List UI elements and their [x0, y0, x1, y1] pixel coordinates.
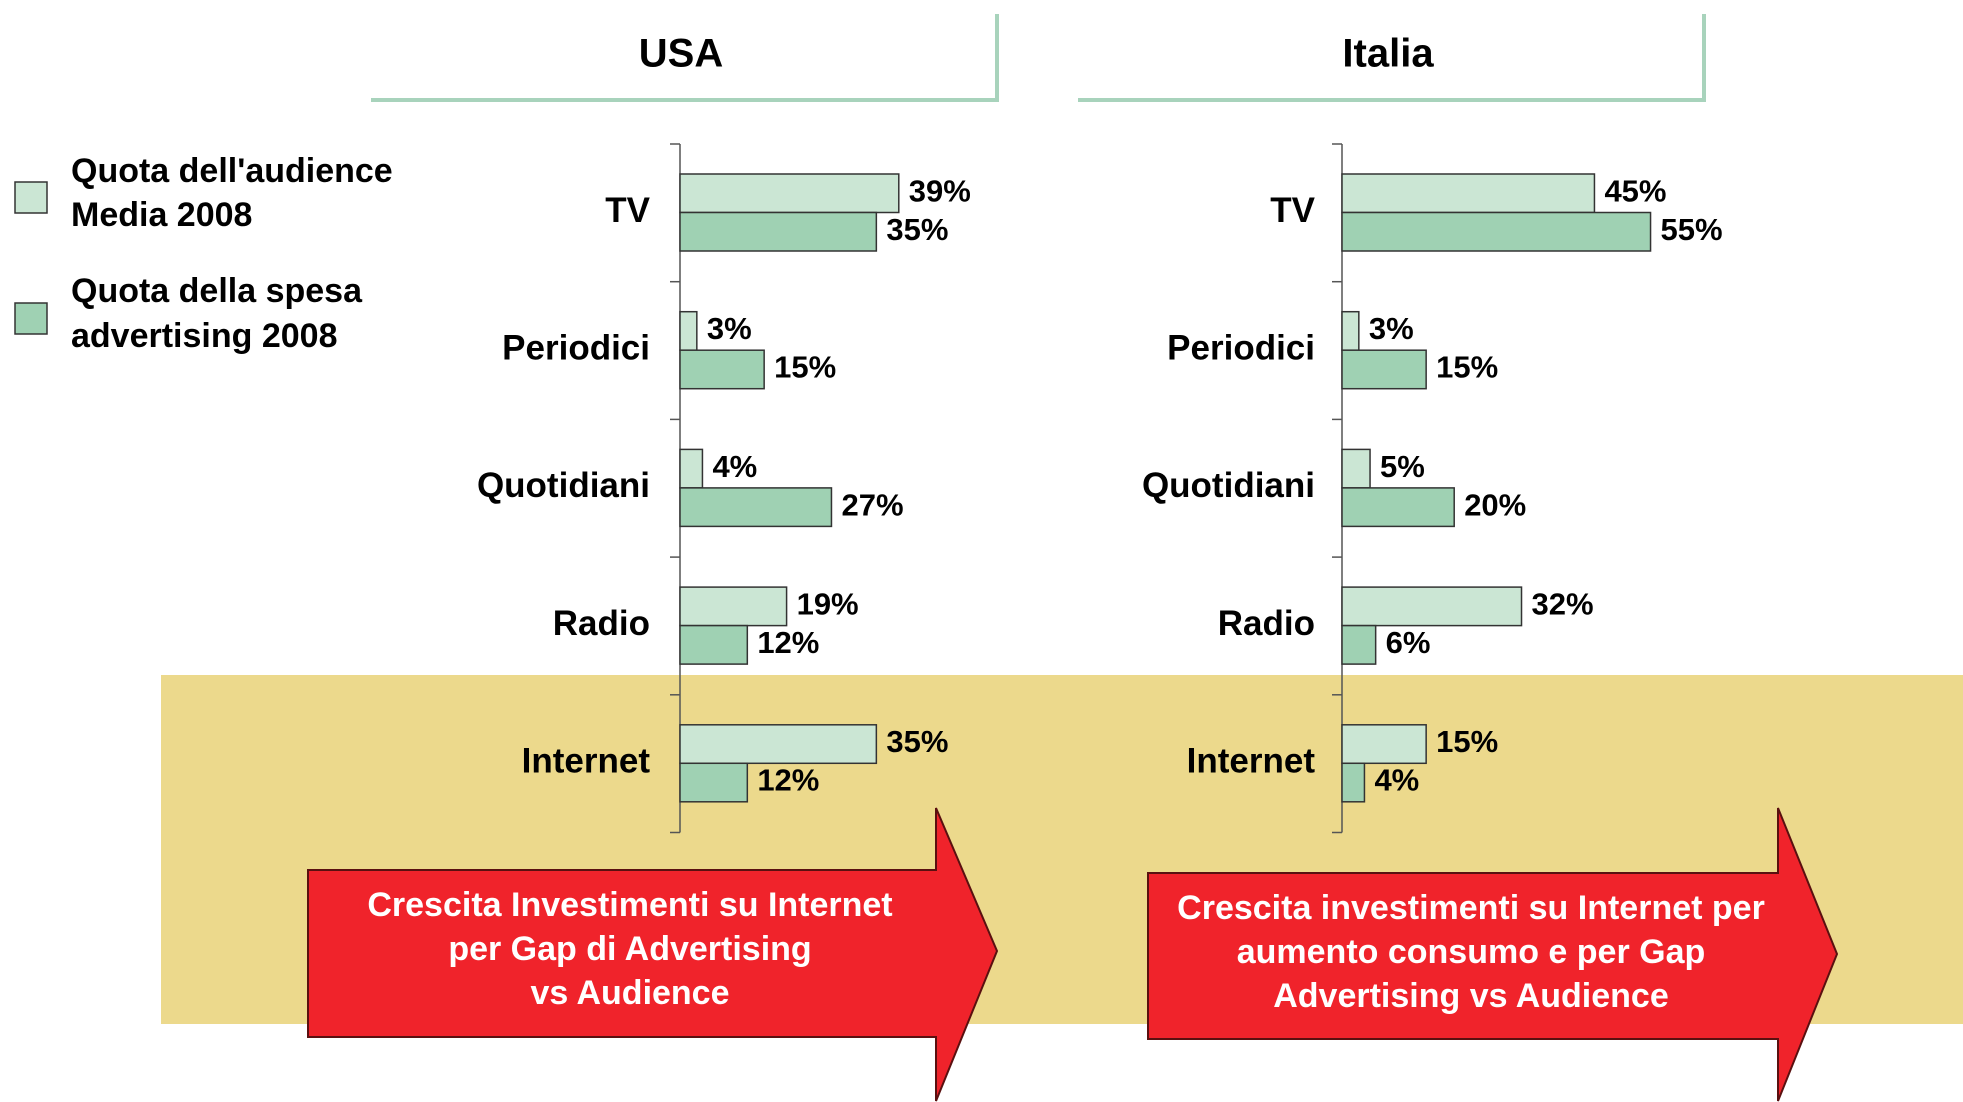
bar: [679, 586, 788, 627]
value-label: 35%: [886, 724, 948, 759]
bar: [679, 762, 749, 803]
category-label: Quotidiani: [1142, 466, 1315, 505]
category-label: Internet: [522, 742, 651, 781]
annotation-text: Advertising vs Audience: [1273, 977, 1669, 1015]
bar: [1341, 211, 1652, 252]
value-label: 15%: [774, 350, 836, 385]
bar: [1341, 724, 1427, 765]
bar: [679, 487, 833, 528]
value-label: 5%: [1380, 449, 1425, 484]
value-label: 15%: [1436, 350, 1498, 385]
category-label: Internet: [1187, 742, 1316, 781]
bar: [1341, 487, 1455, 528]
annotation-text: Crescita investimenti su Internet per: [1177, 889, 1765, 927]
category-label: Periodici: [502, 328, 650, 367]
value-label: 55%: [1661, 212, 1723, 247]
bar: [679, 448, 704, 489]
bar: [1341, 310, 1360, 351]
legend-label: Media 2008: [71, 196, 252, 234]
value-label: 6%: [1386, 625, 1431, 660]
value-label: 3%: [1369, 311, 1414, 346]
value-label: 35%: [886, 212, 948, 247]
legend-swatch: [14, 302, 48, 335]
bar: [1341, 349, 1427, 390]
chart-title: USA: [639, 32, 723, 76]
bar: [679, 349, 765, 390]
value-label: 32%: [1532, 587, 1594, 622]
value-label: 4%: [1374, 763, 1419, 798]
bar: [1341, 762, 1366, 803]
legend-swatch: [14, 181, 48, 214]
bar: [679, 624, 749, 665]
bar: [679, 173, 900, 214]
category-label: TV: [1270, 191, 1315, 230]
value-label: 45%: [1604, 173, 1666, 208]
value-label: 19%: [797, 587, 859, 622]
bar: [1341, 448, 1371, 489]
category-label: Radio: [553, 604, 650, 643]
bar: [679, 724, 878, 765]
value-label: 12%: [757, 625, 819, 660]
legend-label: Quota dell'audience: [71, 152, 393, 190]
category-label: Quotidiani: [477, 466, 650, 505]
category-label: Radio: [1218, 604, 1315, 643]
legend-label: advertising 2008: [71, 317, 337, 355]
annotation-text: aumento consumo e per Gap: [1237, 933, 1706, 971]
value-label: 3%: [707, 311, 752, 346]
chart-title: Italia: [1342, 32, 1434, 76]
legend-label: Quota della spesa: [71, 272, 363, 310]
value-label: 15%: [1436, 724, 1498, 759]
bar: [1341, 586, 1523, 627]
value-label: 4%: [712, 449, 757, 484]
value-label: 27%: [841, 487, 903, 522]
annotation-text: Crescita Investimenti su Internet: [367, 886, 892, 924]
value-label: 39%: [909, 173, 971, 208]
bar: [679, 310, 698, 351]
bar: [1341, 173, 1596, 214]
title-box: [367, 10, 995, 98]
annotation-text: vs Audience: [530, 974, 729, 1012]
category-label: TV: [605, 191, 650, 230]
bar: [679, 211, 878, 252]
category-label: Periodici: [1167, 328, 1315, 367]
bar: [1341, 624, 1377, 665]
value-label: 20%: [1464, 487, 1526, 522]
annotation-arrow: [1147, 807, 1839, 1102]
value-label: 12%: [757, 763, 819, 798]
title-box: [1074, 10, 1702, 98]
annotation-arrow: [307, 807, 999, 1102]
annotation-text: per Gap di Advertising: [448, 930, 811, 968]
